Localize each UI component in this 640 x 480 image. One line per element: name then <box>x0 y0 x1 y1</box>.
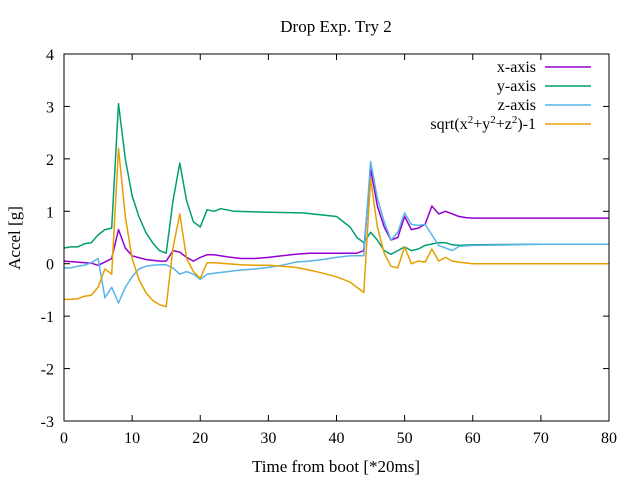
legend-label-0: x-axis <box>497 59 536 76</box>
x-axis-label: Time from boot [*20ms] <box>252 457 420 476</box>
series-line-1 <box>63 103 609 256</box>
chart-title: Drop Exp. Try 2 <box>280 17 391 36</box>
y-tick-label: 1 <box>46 204 54 221</box>
plot-frame <box>63 53 610 422</box>
x-tick-label: 60 <box>465 430 481 447</box>
x-tick-label: 30 <box>260 430 276 447</box>
x-tick-label: 20 <box>192 430 208 447</box>
y-tick-label: -3 <box>41 414 54 431</box>
y-tick-label: -1 <box>41 309 54 326</box>
x-tick-label: 80 <box>601 430 617 447</box>
series-line-3 <box>64 147 609 308</box>
y-tick-label: -2 <box>41 362 54 379</box>
y-axis-label: Accel [g] <box>5 206 24 270</box>
legend-label-1: y-axis <box>497 78 536 95</box>
legend-label-2: z-axis <box>498 97 536 114</box>
x-tick-label: 70 <box>533 430 549 447</box>
legend-label-3: sqrt(x2+y2+z2)-1 <box>430 114 536 133</box>
y-tick-label: 4 <box>46 47 54 64</box>
x-tick-label: 50 <box>397 430 413 447</box>
y-tick-label: 3 <box>46 99 54 116</box>
series-line-2 <box>64 160 609 304</box>
x-tick-label: 40 <box>329 430 345 447</box>
y-tick-label: 2 <box>46 152 54 169</box>
x-tick-label: 10 <box>124 430 140 447</box>
y-tick-label: 0 <box>46 257 54 274</box>
x-tick-label: 0 <box>60 430 68 447</box>
